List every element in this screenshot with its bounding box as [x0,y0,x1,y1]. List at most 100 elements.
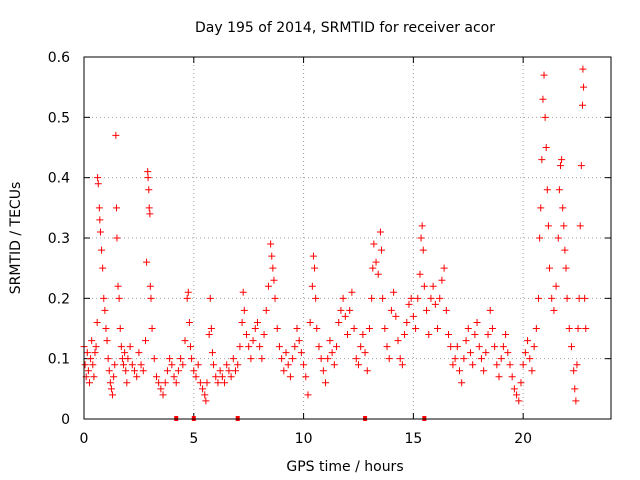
data-point [139,367,147,375]
data-point [548,294,556,302]
data-point [383,343,391,351]
data-point [159,391,167,399]
data-point [398,361,406,369]
data-point [574,325,582,332]
data-point [572,397,580,405]
data-point [262,306,270,314]
data-point [475,343,483,351]
data-point [196,379,204,387]
data-point [335,318,343,326]
data-point [427,294,435,302]
x-tick-label: 15 [404,431,422,447]
data-point [229,355,237,363]
data-point [227,373,235,381]
data-point [455,367,463,375]
data-point [297,349,305,357]
data-point [434,325,442,332]
data-point [387,306,395,314]
data-point [537,204,545,212]
data-point [550,306,558,314]
data-point [539,95,547,103]
data-point [249,337,257,345]
data-point [184,288,192,296]
data-point [192,373,200,381]
data-point [110,373,118,381]
data-point [407,294,415,302]
data-point [188,355,196,363]
data-point [91,349,99,357]
data-point [552,282,560,290]
data-point [210,361,218,369]
data-point [368,294,376,302]
data-point [225,367,233,375]
data-point [100,294,108,302]
data-point [418,222,426,230]
data-point [469,361,477,369]
data-point [205,331,213,339]
data-point [172,379,180,387]
data-point [535,294,543,302]
data-point [94,180,102,188]
data-point [394,337,402,345]
data-point [83,349,91,357]
data-point [144,168,152,176]
data-point [270,276,278,284]
data-point [350,325,358,332]
data-point [98,246,106,254]
data-point [264,282,272,290]
data-point [495,373,503,381]
data-point [486,306,494,314]
data-point [480,367,488,375]
data-point [530,343,538,351]
data-point [174,367,182,375]
data-point [341,312,349,320]
data-point [339,294,347,302]
data-point [104,355,112,363]
data-point [223,361,231,369]
y-tick-label: 0.5 [48,110,70,126]
data-point [161,379,169,387]
data-point [458,379,466,387]
data-point [436,294,444,302]
data-point [94,174,102,182]
data-point [221,379,229,387]
data-point [506,361,514,369]
data-point [177,355,185,363]
data-point [124,355,132,363]
data-point [558,156,566,164]
data-point [378,246,386,254]
data-point [543,186,551,194]
data-point [581,294,589,302]
data-point [379,294,387,302]
data-point [392,312,400,320]
data-point [293,325,301,332]
data-point [256,343,264,351]
data-point [112,204,120,212]
data-point [258,355,266,363]
data-point [322,379,330,387]
data-point [419,246,427,254]
data-point [497,355,505,363]
data-point [374,270,382,278]
data-point [582,325,590,332]
data-point [536,234,544,242]
data-point [114,282,122,290]
data-point [542,144,550,151]
data-point [319,367,327,375]
data-point [412,325,420,332]
data-point [112,131,120,139]
data-point [396,355,404,363]
data-point [385,355,393,363]
y-tick-label: 0.3 [48,231,70,247]
data-point [560,222,568,230]
data-point [306,318,314,326]
data-point [101,306,109,314]
data-point [141,337,149,345]
data-point [576,222,584,230]
data-point [473,318,481,326]
data-point [232,367,240,375]
data-point [185,318,193,326]
data-point [133,373,141,381]
data-point [115,294,123,302]
